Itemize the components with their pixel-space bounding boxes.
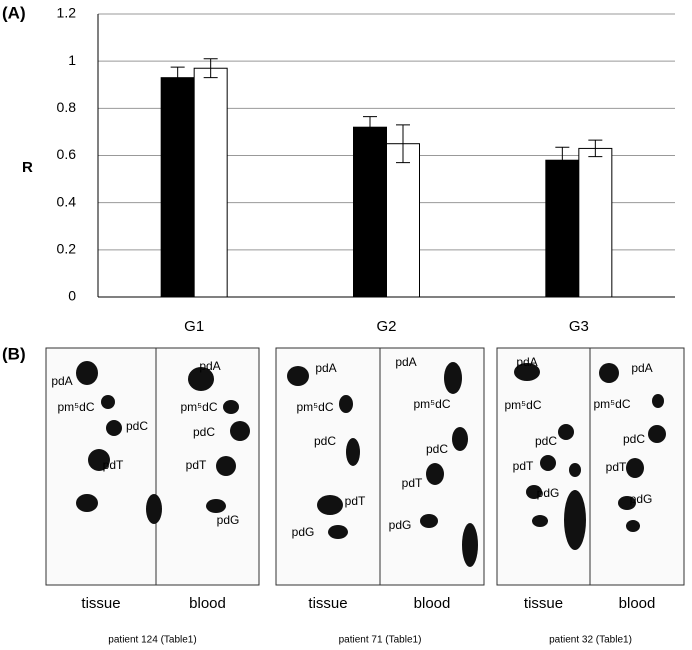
spot [328,525,348,539]
x-tick-label: G1 [184,318,204,335]
spot [626,520,640,532]
spot-label: pdT [186,458,207,472]
error-bar [555,146,570,174]
spot [514,363,540,381]
spot [346,438,360,466]
plate-caption: patient 71 (Table1) [339,635,422,646]
bar [386,143,420,298]
spot-label: pdA [315,361,336,375]
bar [578,147,613,298]
error-bar [203,58,218,79]
spot [106,420,122,436]
spot [206,499,226,513]
y-tick-label: 1.2 [57,5,77,21]
bar [545,159,580,298]
spot [564,490,586,550]
spot-label: pdT [402,476,423,490]
side-caption: blood [414,595,451,612]
spot [462,523,478,567]
spot [317,495,343,515]
spot-label: pm⁵dC [297,400,334,414]
spot [230,421,250,441]
spot-label: pdC [426,442,448,456]
bar [353,126,387,298]
spot [216,456,236,476]
y-tick-label: 0.2 [57,241,77,257]
spot [540,455,556,471]
spot-label: pdT [606,460,627,474]
spot-label: pdC [193,425,215,439]
bar [193,67,228,298]
y-tick-label: 0 [68,288,76,304]
y-tick-label: 0.6 [57,146,77,162]
spot-label: pm⁵dC [414,397,451,411]
panel-label: (A) [2,3,26,22]
spot [420,514,438,528]
spot [452,427,468,451]
spot-label: pdA [395,355,416,369]
spot [626,458,644,478]
plate-caption: patient 32 (Table1) [549,635,632,646]
y-axis-label: R [22,159,33,176]
spot [558,424,574,440]
spot-label: pdC [623,432,645,446]
spot-label: pdG [292,525,315,539]
spot-label: pdA [199,359,220,373]
spot [223,400,239,414]
y-tick-label: 0.8 [57,99,77,115]
spot-label: pm⁵dC [58,400,95,414]
spot-label: pdG [217,513,240,527]
error-bar [170,66,185,89]
plate-caption: patient 124 (Table1) [108,635,196,646]
spot [648,425,666,443]
spot-label: pdC [535,434,557,448]
spot [287,366,309,386]
spot [188,367,214,391]
spot [569,463,581,477]
spot-label: pdA [631,361,652,375]
error-bar [396,124,410,164]
spot [532,515,548,527]
side-caption: tissue [81,595,120,612]
spot [526,485,542,499]
spot-label: pm⁵dC [594,397,631,411]
spot [88,449,110,471]
spot-label: pdC [314,434,336,448]
spot [426,463,444,485]
x-tick-label: G3 [569,318,589,335]
spot-label: pdT [345,494,366,508]
spot-label: pdT [103,458,124,472]
y-tick-label: 1 [68,52,76,68]
side-caption: tissue [524,595,563,612]
spot-label: pm⁵dC [505,398,542,412]
spot-label: pm⁵dC [181,400,218,414]
x-tick-label: G2 [376,318,396,335]
panel-label: (B) [2,344,26,363]
bar [160,77,195,298]
spot-label: pdC [126,419,148,433]
spot [146,494,162,524]
spot [76,361,98,385]
spot [599,363,619,383]
spot [76,494,98,512]
spot-label: pdG [537,486,560,500]
error-bar [588,139,603,158]
spot [339,395,353,413]
side-caption: blood [619,595,656,612]
spot [444,362,462,394]
spot [618,496,636,510]
side-caption: blood [189,595,226,612]
spot-label: pdG [389,518,412,532]
error-bar [363,116,377,139]
spot-label: pdG [630,492,653,506]
spot [652,394,664,408]
y-tick-label: 0.4 [57,193,77,209]
spot [101,395,115,409]
spot-label: pdA [516,355,537,369]
spot-label: pdA [51,374,72,388]
side-caption: tissue [308,595,347,612]
spot-label: pdT [513,459,534,473]
